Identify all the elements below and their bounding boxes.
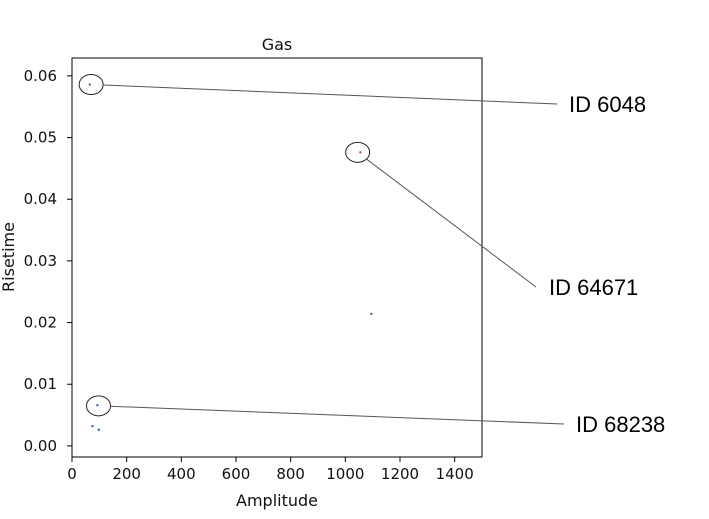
y-tick-label: 0.00 xyxy=(24,437,57,455)
data-point xyxy=(359,151,362,154)
y-tick-label: 0.05 xyxy=(24,129,57,147)
data-points xyxy=(88,83,373,432)
y-tick-label: 0.03 xyxy=(24,252,57,270)
x-tick-label: 600 xyxy=(222,465,251,483)
y-axis-label: Risetime xyxy=(0,222,18,292)
x-tick-label: 400 xyxy=(167,465,196,483)
y-tick-label: 0.02 xyxy=(24,314,57,332)
annotations: ID 6048 ID 64671 ID 68238 xyxy=(78,74,665,437)
annotation-leader-line xyxy=(103,84,558,105)
annotation-circle xyxy=(345,141,371,163)
data-point xyxy=(97,428,100,432)
x-tick-label: 0 xyxy=(67,465,77,483)
x-tick-label: 1000 xyxy=(326,465,364,483)
x-tick-label: 800 xyxy=(276,465,305,483)
data-point xyxy=(91,424,94,428)
x-tick-label: 1400 xyxy=(436,465,474,483)
annotation-leader-line xyxy=(366,158,537,288)
annotation-circle xyxy=(78,74,104,96)
y-tick-label: 0.04 xyxy=(24,190,57,208)
data-point xyxy=(370,312,373,316)
data-point xyxy=(96,403,99,407)
y-tick-label: 0.06 xyxy=(24,67,57,85)
annotation-leader-line xyxy=(110,405,565,425)
annotation-circle xyxy=(86,395,112,417)
x-axis-label: Amplitude xyxy=(236,491,318,510)
y-tick-label: 0.01 xyxy=(24,375,57,393)
annotation-label: ID 68238 xyxy=(576,412,665,437)
plot-area xyxy=(71,57,483,458)
x-tick-label: 1200 xyxy=(381,465,419,483)
annotation-label: ID 64671 xyxy=(549,275,638,300)
x-axis-ticks: 0 200 400 600 800 1000 1200 1400 xyxy=(67,457,474,483)
data-point xyxy=(88,83,91,86)
y-axis-ticks: 0.00 0.01 0.02 0.03 0.04 0.05 0.06 xyxy=(24,67,72,455)
x-tick-label: 200 xyxy=(112,465,141,483)
chart-title: Gas xyxy=(262,35,293,54)
annotation-label: ID 6048 xyxy=(569,92,646,117)
